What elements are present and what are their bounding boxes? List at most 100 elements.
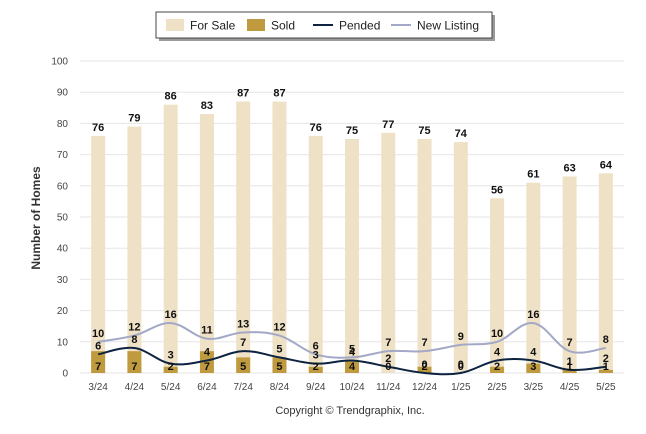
series-lines [97,322,607,376]
pended-value-label: 7 [240,337,246,349]
new-listing-value-label: 7 [385,337,391,349]
y-tick-label: 50 [57,213,69,224]
x-tick-label: 1/25 [451,382,471,393]
x-tick-label: 5/25 [596,382,616,393]
legend-label-for-sale: For Sale [190,19,236,33]
new-listing-value-label: 11 [201,325,213,337]
for-sale-bar [236,101,251,373]
pended-value-label: 0 [458,359,464,371]
sold-value-label: 7 [204,361,210,373]
pended-value-label: 3 [168,350,174,362]
sold-bar [562,369,577,373]
x-tick-label: 3/24 [88,382,108,393]
copyright-text: Copyright © Trendgraphix, Inc. [275,405,424,417]
x-tick-label: 5/24 [161,382,181,393]
sold-value-label: 5 [276,361,282,373]
y-tick-label: 40 [57,244,69,255]
sold-bar [236,357,251,373]
sold-bar [272,357,287,373]
for-sale-bar [272,101,287,373]
x-axis-ticks: 3/24 4/24 5/24 6/24 7/24 8/24 9/24 10/24 11/24 12… [88,382,616,393]
for-sale-value-label: 74 [455,128,468,140]
for-sale-value-label: 77 [382,119,394,131]
for-sale-bar [562,176,577,373]
for-sale-bars [91,101,613,374]
y-tick-label: 60 [57,181,69,192]
sold-bar [163,366,178,373]
for-sale-value-label: 61 [527,169,539,181]
pended-value-label: 4 [349,347,356,359]
new-listing-value-label: 12 [273,322,285,334]
for-sale-value-label: 56 [491,184,503,196]
for-sale-bar [345,139,359,373]
for-sale-bar [598,173,613,373]
for-sale-bar [91,135,106,373]
sold-value-label: 0 [385,361,391,373]
for-sale-value-label: 64 [600,159,613,171]
for-sale-bar [381,132,396,373]
sold-value-label: 2 [494,361,500,373]
x-tick-label: 8/24 [270,382,290,393]
sold-value-label: 2 [168,361,174,373]
new-listing-value-label: 5 [349,343,355,355]
y-tick-label: 10 [57,337,69,348]
pended-value-label: 2 [385,353,391,365]
for-sale-bar [417,139,432,373]
sold-bars [91,351,613,373]
for-sale-value-label: 75 [418,125,430,137]
sold-bar [91,351,106,373]
sold-value-label: 1 [603,361,609,373]
pended-value-label: 8 [131,334,137,346]
legend-label-sold: Sold [271,19,295,33]
y-axis-ticks: 0 10 20 30 40 50 60 70 80 90 100 [51,57,68,380]
pended-line [97,346,606,376]
for-sale-value-label: 87 [273,88,285,100]
y-tick-label: 30 [57,275,69,286]
sold-bar [127,351,142,373]
legend-label-new-listing: New Listing [417,19,479,33]
for-sale-value-label: 63 [563,162,575,174]
sold-value-label: 3 [530,361,536,373]
pended-value-label: 0 [421,359,427,371]
new-listing-line [97,322,607,359]
sold-bar [199,351,214,373]
new-listing-value-label: 7 [421,337,427,349]
new-listing-value-label: 8 [603,334,609,346]
sold-value-label: 0 [458,361,464,373]
legend-swatch-for-sale [166,19,184,31]
x-tick-label: 10/24 [339,382,364,393]
sold-value-label: 7 [131,361,137,373]
for-sale-bar [490,198,505,373]
for-sale-bar [163,104,178,374]
sold-bar [345,360,359,373]
x-tick-label: 4/25 [560,382,580,393]
x-tick-label: 7/24 [233,382,253,393]
new-listing-value-label: 16 [165,309,177,321]
y-tick-label: 100 [51,57,68,68]
pended-value-label: 6 [95,340,101,352]
new-listing-value-label: 10 [92,328,104,340]
sold-value-label: 2 [421,361,427,373]
for-sale-bar [308,135,323,373]
x-tick-label: 6/24 [197,382,217,393]
sold-bar [417,366,432,373]
for-sale-value-label: 86 [165,91,177,103]
sold-bar [308,366,323,373]
for-sale-value-label: 87 [237,88,249,100]
legend-swatch-sold [247,19,265,31]
y-axis-label: Number of Homes [29,166,43,270]
new-listing-value-label: 10 [491,328,503,340]
for-sale-value-label: 75 [346,125,358,137]
sold-value-label: 1 [567,361,573,373]
pended-value-label: 3 [313,350,319,362]
for-sale-value-label: 76 [310,122,322,134]
y-tick-label: 70 [57,150,69,161]
sold-value-label: 4 [349,361,356,373]
for-sale-value-label: 83 [201,100,213,112]
for-sale-bar [526,182,541,373]
sold-value-label: 7 [95,361,101,373]
pended-value-label: 4 [530,347,537,359]
sold-value-label: 5 [240,361,246,373]
